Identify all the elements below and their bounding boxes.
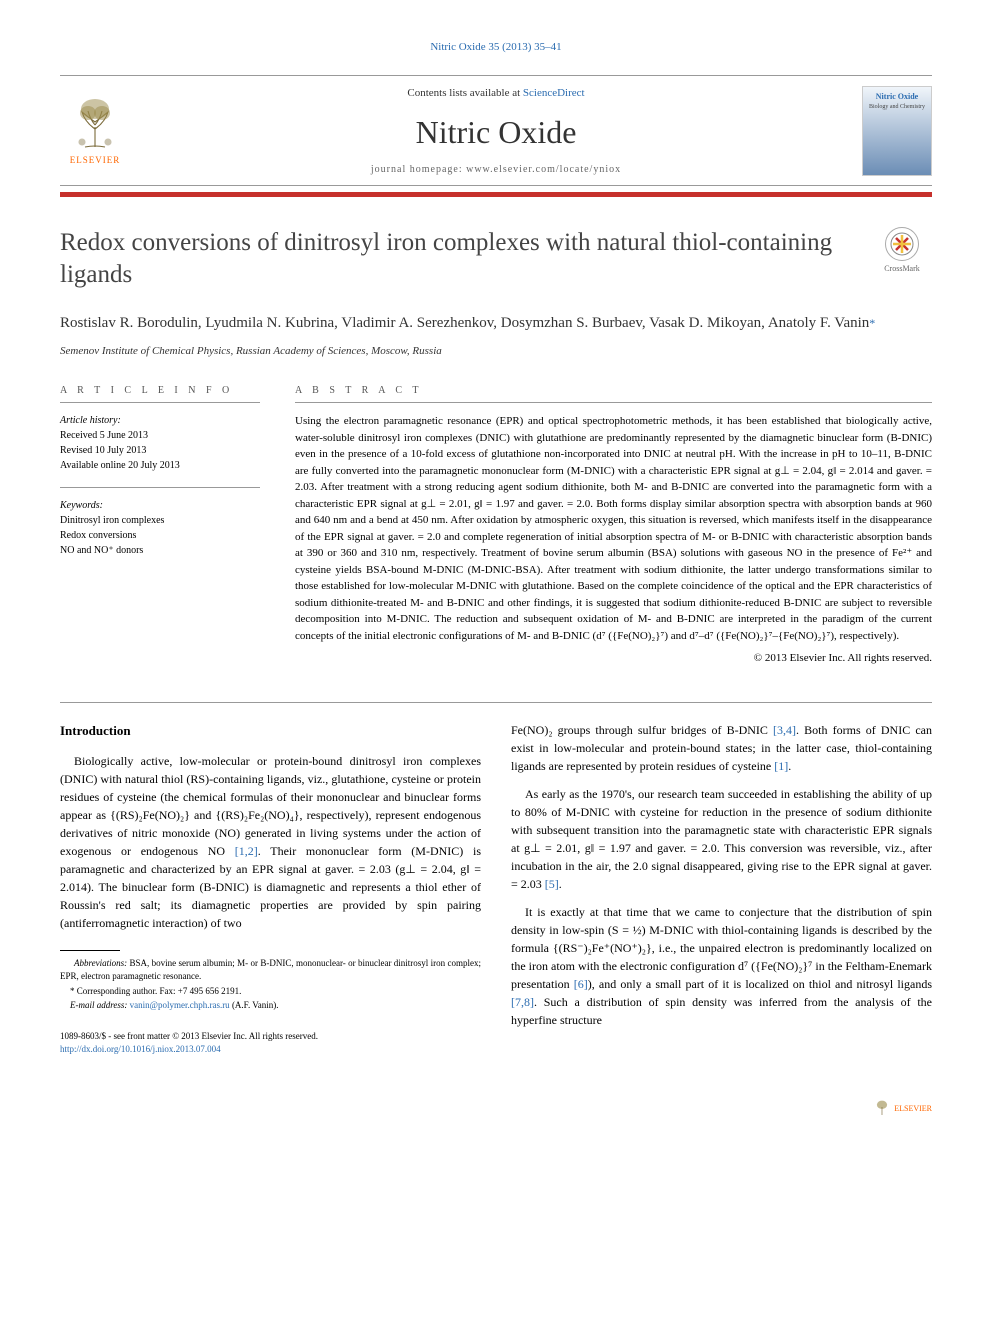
cover-sub: Biology and Chemistry xyxy=(869,103,925,111)
keyword-3: NO and NO⁺ donors xyxy=(60,543,260,558)
affiliation: Semenov Institute of Chemical Physics, R… xyxy=(60,344,932,359)
cover-title: Nitric Oxide xyxy=(876,91,918,102)
history-online: Available online 20 July 2013 xyxy=(60,458,260,473)
ref-5[interactable]: [5] xyxy=(545,877,559,891)
keyword-1: Dinitrosyl iron complexes xyxy=(60,513,260,528)
doi-link[interactable]: http://dx.doi.org/10.1016/j.niox.2013.07… xyxy=(60,1044,221,1054)
elsevier-tree-icon-small xyxy=(874,1099,890,1119)
email-label: E-mail address: xyxy=(70,1000,127,1010)
ref-1[interactable]: [1] xyxy=(774,759,788,773)
sciencedirect-link[interactable]: ScienceDirect xyxy=(523,87,585,99)
abstract-copyright: © 2013 Elsevier Inc. All rights reserved… xyxy=(295,650,932,667)
body-right-column: Fe(NO)₂ groups through sulfur bridges of… xyxy=(511,721,932,1119)
intro-para-1: Biologically active, low-molecular or pr… xyxy=(60,752,481,932)
elsevier-label: ELSEVIER xyxy=(70,154,121,167)
history-received: Received 5 June 2013 xyxy=(60,428,260,443)
authors-line: Rostislav R. Borodulin, Lyudmila N. Kubr… xyxy=(60,312,932,335)
bottom-left: 1089-8603/$ - see front matter © 2013 El… xyxy=(60,1030,318,1057)
article-info-heading: A R T I C L E I N F O xyxy=(60,384,260,403)
contents-line: Contents lists available at ScienceDirec… xyxy=(130,86,862,101)
issn-line: 1089-8603/$ - see front matter © 2013 El… xyxy=(60,1030,318,1044)
section-divider xyxy=(60,702,932,703)
email-link[interactable]: vanin@polymer.chph.ras.ru xyxy=(127,1000,229,1010)
abstract-column: A B S T R A C T Using the electron param… xyxy=(295,384,932,667)
email-suffix: (A.F. Vanin). xyxy=(230,1000,279,1010)
journal-header: ELSEVIER Contents lists available at Sci… xyxy=(60,75,932,185)
crossmark-label: CrossMark xyxy=(884,263,920,274)
ref-3-4[interactable]: [3,4] xyxy=(773,723,796,737)
body-left-column: Introduction Biologically active, low-mo… xyxy=(60,721,481,1119)
journal-name: Nitric Oxide xyxy=(130,110,862,155)
red-divider xyxy=(60,192,932,197)
intro-para-3: It is exactly at that time that we came … xyxy=(511,903,932,1029)
article-title: Redox conversions of dinitrosyl iron com… xyxy=(60,227,852,292)
page-citation: Nitric Oxide 35 (2013) 35–41 xyxy=(60,40,932,55)
citation-link[interactable]: Nitric Oxide 35 (2013) 35–41 xyxy=(430,41,561,53)
elsevier-logo[interactable]: ELSEVIER xyxy=(60,91,130,171)
journal-cover-thumb[interactable]: Nitric Oxide Biology and Chemistry xyxy=(862,86,932,176)
homepage-url[interactable]: www.elsevier.com/locate/yniox xyxy=(466,164,621,175)
corresponding-mark: * xyxy=(869,316,875,330)
ref-6[interactable]: [6] xyxy=(574,977,588,991)
ref-7-8[interactable]: [7,8] xyxy=(511,995,534,1009)
article-info-column: A R T I C L E I N F O Article history: R… xyxy=(60,384,260,667)
homepage-line: journal homepage: www.elsevier.com/locat… xyxy=(130,163,862,177)
intro-para-2: As early as the 1970's, our research tea… xyxy=(511,785,932,893)
abstract-heading: A B S T R A C T xyxy=(295,384,932,403)
history-revised: Revised 10 July 2013 xyxy=(60,443,260,458)
introduction-heading: Introduction xyxy=(60,721,481,741)
ref-1-2[interactable]: [1,2] xyxy=(235,844,258,858)
abstract-text: Using the electron paramagnetic resonanc… xyxy=(295,415,932,642)
elsevier-tree-icon xyxy=(70,97,120,152)
corresponding-author: * Corresponding author. Fax: +7 495 656 … xyxy=(60,985,481,998)
elsevier-footer-logo: ELSEVIER xyxy=(511,1099,932,1119)
footnote-separator xyxy=(60,950,120,951)
crossmark-icon xyxy=(885,227,919,261)
intro-para-1-cont: Fe(NO)₂ groups through sulfur bridges of… xyxy=(511,721,932,775)
keyword-2: Redox conversions xyxy=(60,528,260,543)
keywords-label: Keywords: xyxy=(60,498,260,513)
abbrev-label: Abbreviations: xyxy=(74,958,127,968)
footnotes: Abbreviations: BSA, bovine serum albumin… xyxy=(60,957,481,1011)
history-label: Article history: xyxy=(60,413,260,428)
crossmark-badge[interactable]: CrossMark xyxy=(872,227,932,274)
